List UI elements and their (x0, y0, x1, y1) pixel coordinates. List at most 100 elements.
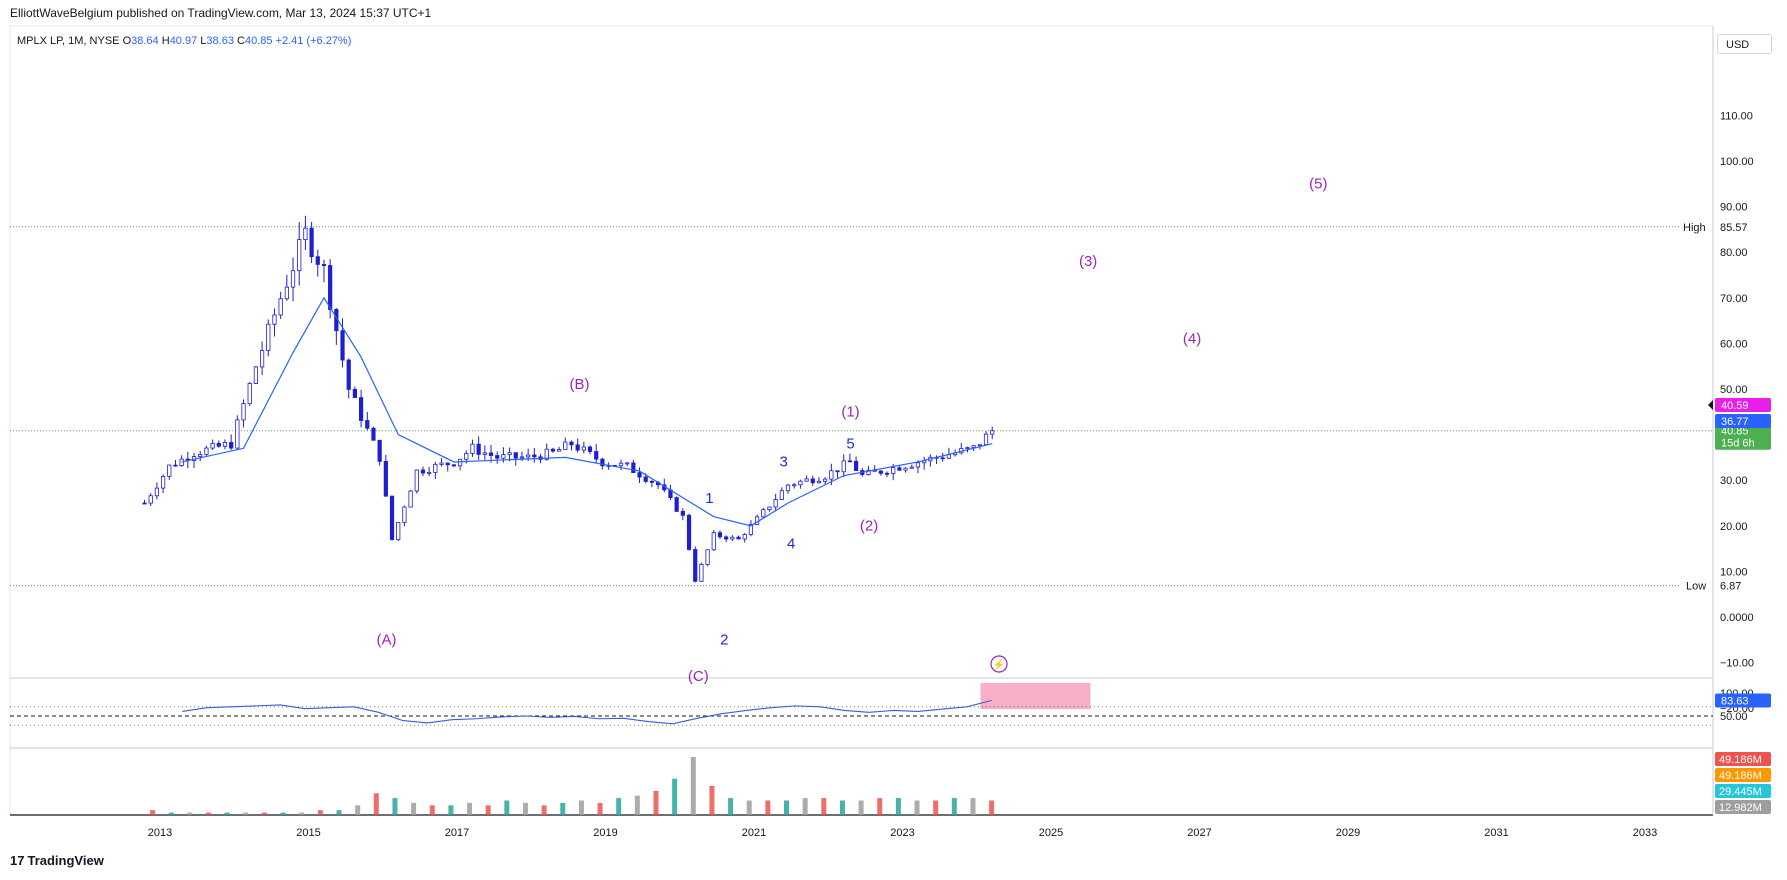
candle-body (433, 463, 438, 473)
volume-bar (504, 800, 510, 815)
rsi-line (182, 699, 992, 725)
price-tick-label: 10.00 (1720, 566, 1748, 578)
volume-bar (373, 793, 379, 815)
volume-scale-badge (1715, 752, 1771, 766)
crosshair-marker-icon (1708, 400, 1713, 410)
candle-body (971, 445, 976, 448)
volume-scale-badge (1715, 768, 1771, 782)
volume-bar (355, 805, 361, 815)
wave-label-minor: 5 (846, 435, 854, 452)
candle-body (884, 472, 890, 475)
candle-body (451, 464, 457, 467)
wave-label-major: (B) (570, 376, 590, 393)
volume-bar (784, 800, 790, 815)
candle-body (575, 444, 580, 451)
candle-body (563, 441, 568, 450)
candle-body (761, 509, 766, 518)
candle-body (303, 227, 308, 241)
volume-scale-badge (1715, 784, 1771, 798)
candle-body (371, 427, 376, 441)
overbought-zone (980, 683, 1091, 709)
wave-label-major: (2) (860, 517, 878, 534)
candle-body (544, 448, 549, 460)
price-tick-label: −10.00 (1720, 658, 1754, 670)
price-scale-value: 40.85 (1721, 426, 1749, 438)
candle-body (853, 460, 859, 471)
price-scale-value: 40.59 (1721, 400, 1749, 412)
candle-body (315, 256, 320, 265)
candle-body (829, 470, 834, 480)
candle-body (990, 430, 995, 435)
candle-body (309, 227, 314, 258)
candle-body (705, 549, 710, 565)
candle-body (816, 480, 822, 484)
candle-body (556, 449, 562, 452)
open-label: O (122, 35, 132, 47)
candle-body (284, 286, 289, 300)
wave-label-minor: 1 (705, 490, 713, 507)
candle-body (767, 506, 772, 511)
candle-body (346, 359, 351, 390)
volume-bar (802, 798, 808, 815)
candle-body (427, 472, 432, 474)
volume-bar (672, 778, 678, 815)
candle-body (358, 397, 364, 421)
candle-body (507, 452, 512, 456)
price-tick-label: 90.00 (1720, 202, 1748, 214)
candle-body (897, 467, 902, 471)
rsi-tick-label: 50.00 (1720, 711, 1748, 723)
candle-body (940, 457, 945, 460)
volume-bar (429, 805, 435, 815)
candle-body (179, 458, 184, 466)
candle-body (235, 419, 240, 449)
candle-body (581, 446, 586, 451)
price-tick-label: 0.0000 (1720, 612, 1754, 624)
price-tick-label: 70.00 (1720, 293, 1748, 305)
volume-scale-value: 49.186M (1719, 770, 1762, 782)
candle-body (142, 502, 147, 505)
volume-bar (877, 798, 883, 815)
volume-bar (858, 800, 864, 815)
candle-body (259, 350, 265, 368)
time-tick-label: 2031 (1484, 827, 1508, 839)
volume-bar (317, 810, 323, 815)
volume-bar (634, 795, 640, 815)
volume-bar (746, 800, 752, 815)
candle-body (847, 460, 853, 463)
candle-body (222, 442, 228, 447)
candle-body (643, 476, 648, 482)
symbol-name: MPLX LP, 1M, NYSE (17, 35, 120, 47)
volume-bar (541, 805, 547, 815)
candle-body (272, 314, 277, 325)
high-label: H (161, 35, 170, 47)
volume-bar (616, 798, 622, 815)
rsi-value: 83.63 (1721, 696, 1749, 708)
candle-body (693, 549, 698, 582)
candle-body (631, 462, 636, 474)
candle-body (513, 452, 518, 459)
currency-selector[interactable]: USD (1717, 34, 1772, 54)
candle-body (482, 452, 487, 455)
volume-bar (728, 798, 734, 815)
volume-bar (448, 805, 454, 815)
candle-body (266, 323, 271, 351)
volume-bar (690, 757, 696, 815)
low-label: L (200, 35, 207, 47)
candle-body (649, 481, 655, 483)
candle-body (420, 469, 426, 474)
candle-body (569, 441, 574, 446)
tradingview-footer: 17 TradingView (10, 853, 104, 868)
candle-body (835, 470, 840, 473)
candle-body (711, 532, 716, 551)
volume-bar (224, 812, 230, 815)
candle-body (253, 366, 259, 384)
close-label: C (237, 35, 245, 47)
volume-bar (206, 812, 212, 815)
time-tick-label: 2033 (1633, 827, 1657, 839)
wave-label-minor: 2 (720, 631, 728, 648)
candle-body (810, 478, 815, 484)
volume-bar (914, 800, 920, 815)
candle-body (699, 564, 704, 582)
volume-bar (839, 800, 845, 815)
